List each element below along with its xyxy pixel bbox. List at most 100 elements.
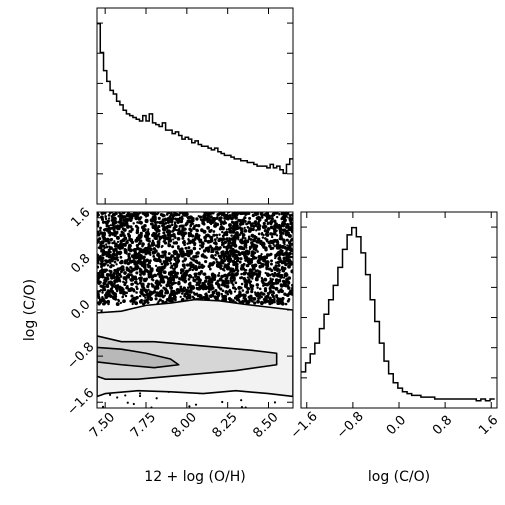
joint-point bbox=[248, 216, 252, 220]
joint-point bbox=[154, 264, 158, 268]
joint-point bbox=[221, 289, 225, 293]
joint-point bbox=[242, 212, 246, 215]
joint-point bbox=[113, 240, 116, 243]
joint-point bbox=[273, 282, 277, 285]
joint-point bbox=[267, 293, 270, 296]
joint-point bbox=[129, 225, 133, 229]
joint-point bbox=[221, 212, 226, 216]
joint-xtick-label-1: 7.75 bbox=[128, 410, 159, 441]
joint-point bbox=[173, 257, 177, 262]
joint-point bbox=[234, 216, 238, 220]
joint-point bbox=[286, 246, 289, 250]
joint-point bbox=[218, 237, 221, 241]
joint-point bbox=[249, 258, 254, 262]
joint-point bbox=[171, 213, 176, 218]
joint-point bbox=[130, 294, 134, 298]
joint-point bbox=[240, 276, 244, 279]
joint-point bbox=[182, 252, 186, 257]
joint-point bbox=[251, 208, 254, 211]
joint-point bbox=[122, 228, 127, 232]
joint-point bbox=[248, 247, 252, 251]
joint-point bbox=[202, 208, 205, 211]
joint-point bbox=[262, 284, 265, 288]
joint-point bbox=[134, 280, 138, 285]
joint-point bbox=[115, 278, 119, 282]
joint-point bbox=[242, 240, 247, 245]
joint-point bbox=[278, 212, 281, 216]
joint-point bbox=[151, 278, 155, 282]
joint-point bbox=[226, 250, 230, 254]
joint-point bbox=[266, 253, 271, 257]
joint-point bbox=[197, 234, 201, 237]
joint-point bbox=[147, 228, 150, 231]
joint-point bbox=[239, 257, 243, 261]
joint-point bbox=[290, 242, 293, 246]
joint-point bbox=[261, 255, 266, 260]
joint-point bbox=[139, 290, 144, 295]
joint-point bbox=[231, 242, 235, 247]
joint-point bbox=[219, 220, 223, 224]
joint-point bbox=[221, 209, 224, 212]
joint-point bbox=[115, 289, 119, 293]
joint-point bbox=[265, 272, 269, 275]
joint-point bbox=[125, 218, 129, 222]
joint-point bbox=[101, 253, 105, 257]
joint-point bbox=[106, 264, 110, 267]
joint-point bbox=[141, 225, 145, 229]
joint-point bbox=[146, 230, 150, 234]
joint-point bbox=[154, 232, 158, 235]
joint-point bbox=[240, 221, 245, 226]
joint-point bbox=[111, 284, 115, 288]
joint-point bbox=[97, 265, 100, 269]
joint-point bbox=[269, 279, 272, 282]
joint-point bbox=[169, 214, 172, 217]
joint-x-tick-labels: 7.50 7.75 8.00 8.25 8.50 bbox=[87, 410, 281, 441]
joint-point bbox=[189, 261, 193, 265]
co-histogram-step bbox=[301, 226, 495, 402]
joint-point bbox=[183, 276, 187, 280]
joint-point bbox=[146, 270, 150, 274]
joint-point bbox=[116, 396, 119, 399]
joint-point bbox=[162, 231, 166, 235]
co-xtick-label-2: 0.0 bbox=[384, 413, 409, 438]
joint-point bbox=[118, 220, 122, 224]
joint-point bbox=[154, 274, 158, 277]
joint-point bbox=[261, 225, 266, 229]
joint-point bbox=[192, 226, 196, 231]
joint-point bbox=[282, 209, 285, 212]
joint-point bbox=[257, 270, 262, 275]
joint-point bbox=[148, 239, 151, 243]
joint-point bbox=[129, 266, 133, 269]
joint-point bbox=[218, 271, 221, 275]
joint-point bbox=[114, 212, 118, 216]
joint-point bbox=[102, 236, 107, 241]
joint-point bbox=[254, 269, 258, 273]
joint-point bbox=[231, 283, 235, 286]
joint-point bbox=[215, 260, 219, 264]
joint-point bbox=[138, 394, 142, 398]
joint-point bbox=[189, 249, 193, 254]
joint-point bbox=[161, 280, 166, 284]
joint-point bbox=[200, 228, 204, 233]
joint-point bbox=[225, 276, 229, 280]
joint-point bbox=[159, 284, 163, 287]
joint-point bbox=[202, 214, 207, 219]
joint-point bbox=[225, 228, 228, 231]
joint-point bbox=[182, 273, 185, 277]
joint-point bbox=[201, 296, 205, 300]
joint-point bbox=[274, 286, 279, 291]
joint-point bbox=[275, 239, 280, 244]
joint-point bbox=[275, 294, 279, 298]
joint-point bbox=[203, 238, 208, 243]
joint-point bbox=[240, 282, 244, 286]
joint-point bbox=[290, 255, 293, 259]
joint-point bbox=[260, 301, 264, 306]
joint-point bbox=[119, 301, 123, 305]
joint-point bbox=[198, 281, 202, 284]
joint-point bbox=[173, 273, 177, 277]
joint-point bbox=[156, 221, 160, 224]
joint-point bbox=[256, 299, 260, 304]
joint-point bbox=[270, 235, 274, 239]
joint-point bbox=[256, 250, 259, 253]
joint-point bbox=[100, 240, 105, 245]
